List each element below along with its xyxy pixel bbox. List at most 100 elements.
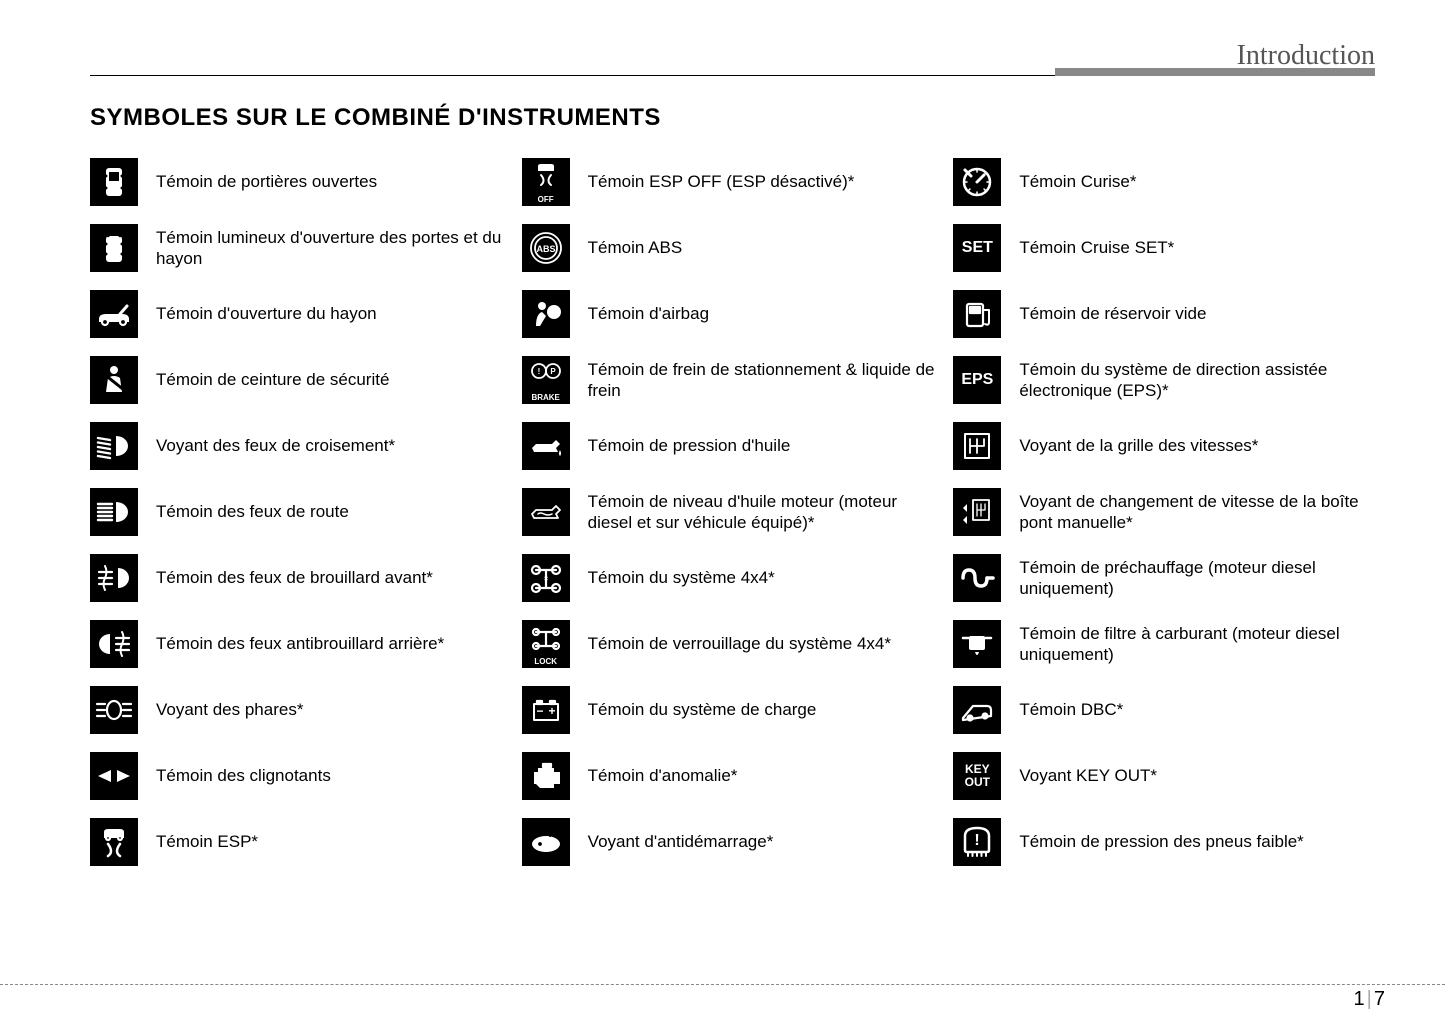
symbol-row: Témoin ESP* — [90, 810, 512, 874]
fog-front-icon — [90, 554, 138, 602]
symbol-label: Témoin du système 4x4* — [588, 567, 775, 588]
symbol-label: Voyant de changement de vitesse de la bo… — [1019, 491, 1375, 534]
symbol-row: Témoin d'airbag — [522, 282, 944, 346]
symbol-row: LOCK Témoin de verrouillage du système 4x… — [522, 612, 944, 676]
symbol-label: Témoin du système de direction assistée … — [1019, 359, 1375, 402]
symbol-row: −+ Témoin du système de charge — [522, 678, 944, 742]
glow-icon — [953, 554, 1001, 602]
symbol-row: Témoin d'anomalie* — [522, 744, 944, 808]
symbol-label: Voyant de la grille des vitesses* — [1019, 435, 1258, 456]
set-icon: SET — [953, 224, 1001, 272]
key-out-icon: KEYOUT — [953, 752, 1001, 800]
symbol-column: Témoin de portières ouvertes Témoin lumin… — [90, 150, 512, 876]
engine-icon — [522, 752, 570, 800]
symbol-label: Témoin des feux de route — [156, 501, 349, 522]
symbol-label: Témoin de réservoir vide — [1019, 303, 1206, 324]
page-header: Introduction — [90, 40, 1375, 76]
symbol-row: !Témoin de pression des pneus faible* — [953, 810, 1375, 874]
turn-signals-icon — [90, 752, 138, 800]
symbol-label: Témoin de frein de stationnement & liqui… — [588, 359, 944, 402]
doors-trunk-icon — [90, 224, 138, 272]
symbol-label: Témoin des clignotants — [156, 765, 331, 786]
immobilizer-icon — [522, 818, 570, 866]
symbol-row: Témoin des feux de brouillard avant* — [90, 546, 512, 610]
trunk-open-icon — [90, 290, 138, 338]
symbol-label: Témoin d'anomalie* — [588, 765, 738, 786]
symbol-label: Voyant des feux de croisement* — [156, 435, 395, 456]
symbol-columns: Témoin de portières ouvertes Témoin lumin… — [90, 150, 1375, 876]
symbol-label: Témoin Cruise SET* — [1019, 237, 1174, 258]
headlamp-icon — [90, 686, 138, 734]
symbol-column: OFFTémoin ESP OFF (ESP désactivé)*ABSTém… — [522, 150, 944, 876]
symbol-row: Voyant de la grille des vitesses* — [953, 414, 1375, 478]
symbol-row: Témoin de filtre à carburant (moteur die… — [953, 612, 1375, 676]
symbol-label: Témoin de verrouillage du système 4x4* — [588, 633, 891, 654]
symbol-row: ABSTémoin ABS — [522, 216, 944, 280]
symbol-label: Témoin de ceinture de sécurité — [156, 369, 389, 390]
page-footer-rule — [0, 984, 1445, 985]
symbol-label: Témoin ESP* — [156, 831, 258, 852]
symbol-label: Voyant des phares* — [156, 699, 303, 720]
shift-pattern-icon — [953, 422, 1001, 470]
eps-icon: EPS — [953, 356, 1001, 404]
symbol-row: Voyant des phares* — [90, 678, 512, 742]
symbol-label: Témoin ESP OFF (ESP désactivé)* — [588, 171, 855, 192]
symbol-column: Témoin Curise*SETTémoin Cruise SET*Témoi… — [953, 150, 1375, 876]
page-sep: | — [1367, 988, 1372, 1010]
esp-off-icon: OFF — [522, 158, 570, 206]
symbol-row: Témoin de pression d'huile — [522, 414, 944, 478]
page-no: 7 — [1374, 988, 1385, 1010]
symbol-row: EPS Témoin du système de direction assist… — [953, 348, 1375, 412]
symbol-row: × Témoin du système 4x4* — [522, 546, 944, 610]
4wd-lock-icon: LOCK — [522, 620, 570, 668]
symbol-row: Témoin DBC* — [953, 678, 1375, 742]
symbol-label: Témoin de pression d'huile — [588, 435, 791, 456]
symbol-row: Témoin de ceinture de sécurité — [90, 348, 512, 412]
symbol-row: SET Témoin Cruise SET* — [953, 216, 1375, 280]
symbol-label: Témoin lumineux d'ouverture des portes e… — [156, 227, 512, 270]
lowbeam-icon — [90, 422, 138, 470]
symbol-row: Voyant d'antidémarrage* — [522, 810, 944, 874]
abs-icon: ABS — [522, 224, 570, 272]
svg-text:P: P — [550, 367, 556, 376]
symbol-row: Témoin de réservoir vide — [953, 282, 1375, 346]
symbol-label: Témoin d'airbag — [588, 303, 709, 324]
svg-text:+: + — [548, 704, 555, 718]
symbol-label: Témoin de portières ouvertes — [156, 171, 377, 192]
fuel-filter-icon — [953, 620, 1001, 668]
symbol-label: Témoin de niveau d'huile moteur (moteur … — [588, 491, 944, 534]
battery-icon: −+ — [522, 686, 570, 734]
symbol-label: Témoin des feux antibrouillard arrière* — [156, 633, 444, 654]
symbol-row: Voyant de changement de vitesse de la bo… — [953, 480, 1375, 544]
symbol-label: Voyant KEY OUT* — [1019, 765, 1157, 786]
symbol-label: Témoin de préchauffage (moteur diesel un… — [1019, 557, 1375, 600]
symbol-row: Témoin des clignotants — [90, 744, 512, 808]
symbol-row: Témoin de niveau d'huile moteur (moteur … — [522, 480, 944, 544]
highbeam-icon — [90, 488, 138, 536]
fuel-icon — [953, 290, 1001, 338]
esp-icon — [90, 818, 138, 866]
dbc-icon — [953, 686, 1001, 734]
seatbelt-icon — [90, 356, 138, 404]
symbol-label: Témoin des feux de brouillard avant* — [156, 567, 433, 588]
symbol-row: Témoin lumineux d'ouverture des portes e… — [90, 216, 512, 280]
symbol-row: Témoin de portières ouvertes — [90, 150, 512, 214]
symbol-label: Témoin de filtre à carburant (moteur die… — [1019, 623, 1375, 666]
brake-icon: !PBRAKE — [522, 356, 570, 404]
symbol-label: Témoin du système de charge — [588, 699, 817, 720]
airbag-icon — [522, 290, 570, 338]
symbol-row: Témoin des feux de route — [90, 480, 512, 544]
page-number: 1|7 — [1354, 988, 1385, 1011]
symbol-row: Témoin d'ouverture du hayon — [90, 282, 512, 346]
door-open-icon — [90, 158, 138, 206]
symbol-row: OFF Témoin ESP OFF (ESP désactivé)* — [522, 150, 944, 214]
svg-text:!: ! — [537, 367, 540, 376]
symbol-row: Témoin des feux antibrouillard arrière* — [90, 612, 512, 676]
svg-text:×: × — [544, 576, 548, 583]
page-title: SYMBOLES SUR LE COMBINÉ D'INSTRUMENTS — [90, 104, 1375, 132]
fog-rear-icon — [90, 620, 138, 668]
oil-pressure-icon — [522, 422, 570, 470]
4wd-icon: × — [522, 554, 570, 602]
svg-text:ABS: ABS — [536, 244, 555, 254]
tpms-icon: ! — [953, 818, 1001, 866]
